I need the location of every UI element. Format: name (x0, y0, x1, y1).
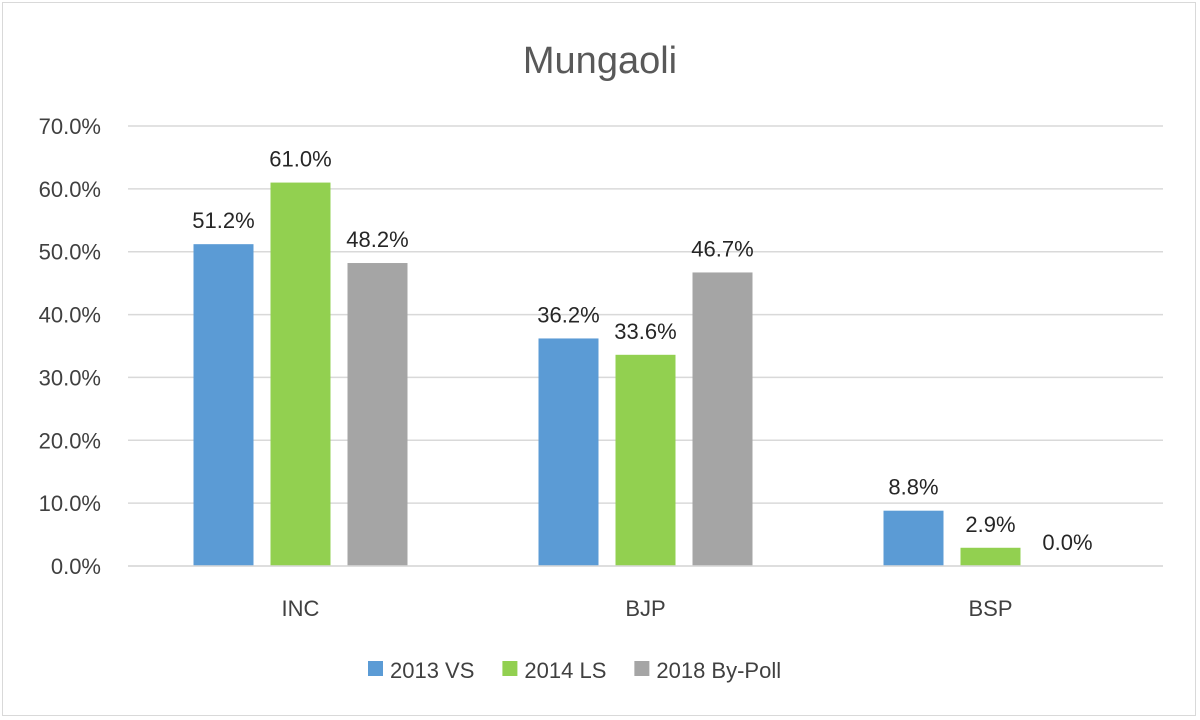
data-label: 8.8% (888, 475, 938, 500)
y-tick-label: 0.0% (51, 554, 101, 579)
y-tick-label: 50.0% (39, 240, 101, 265)
legend-swatch (502, 661, 518, 676)
data-label: 51.2% (192, 208, 254, 233)
bar-2013-vs-inc (193, 244, 254, 566)
chart-title: Mungaoli (523, 40, 677, 82)
y-tick-label: 30.0% (39, 365, 101, 390)
data-label: 0.0% (1042, 530, 1092, 555)
y-tick-label: 70.0% (39, 114, 101, 139)
legend-swatch (368, 661, 383, 676)
bar-2013-vs-bsp (883, 510, 944, 566)
legend-label: 2014 LS (524, 658, 606, 683)
x-category-label: INC (282, 596, 320, 621)
x-category-label: BSP (968, 596, 1012, 621)
bar-2014-ls-bsp (960, 547, 1021, 566)
bar-2018-by-poll-bjp (692, 272, 753, 566)
bars (193, 182, 1021, 567)
data-label: 48.2% (346, 227, 408, 252)
bar-chart: Mungaoli 0.0% 10.0% 20.0% 30.0% 40.0% 50.0% 60… (39, 40, 1163, 683)
y-tick-label: 20.0% (39, 428, 101, 453)
legend-swatch (634, 661, 650, 676)
data-label: 36.2% (537, 302, 599, 327)
bar-2014-ls-bjp (615, 354, 676, 566)
data-label: 33.6% (614, 319, 676, 344)
x-category-label: BJP (625, 596, 665, 621)
bar-2018-by-poll-inc (347, 263, 408, 566)
bar-2014-ls-inc (270, 182, 331, 567)
y-tick-label: 10.0% (39, 491, 101, 516)
y-tick-label: 60.0% (39, 177, 101, 202)
legend: 2013 VS 2014 LS 2018 By-Poll (368, 658, 781, 683)
y-axis: 0.0% 10.0% 20.0% 30.0% 40.0% 50.0% 60.0% 70.0% (39, 114, 101, 579)
data-labels: 51.2% 61.0% 48.2% 36.2% 33.6% 46.7% 8.8% 2.9% 0.… (192, 147, 1092, 555)
data-label: 2.9% (965, 512, 1015, 537)
legend-label: 2018 By-Poll (656, 658, 781, 683)
y-tick-label: 40.0% (39, 303, 101, 328)
bar-2013-vs-bjp (538, 338, 599, 566)
legend-label: 2013 VS (390, 658, 474, 683)
data-label: 46.7% (691, 236, 753, 261)
x-axis: INC BJP BSP (128, 565, 1163, 621)
data-label: 61.0% (269, 147, 331, 172)
